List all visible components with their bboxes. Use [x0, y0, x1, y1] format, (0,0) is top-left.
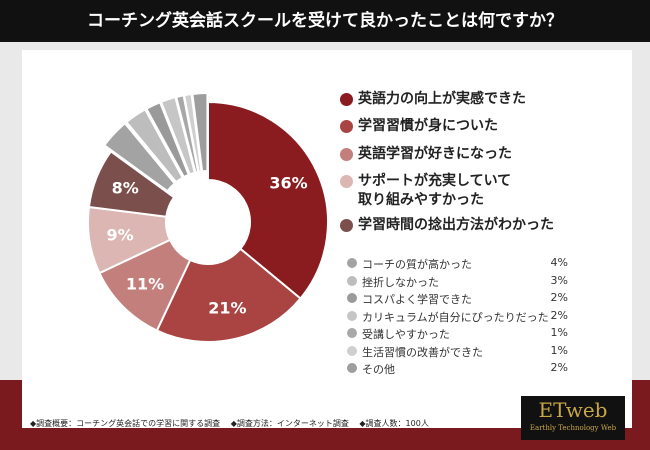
footer-text: ◆調査人数：100人: [359, 419, 429, 428]
legend-marker: [347, 345, 357, 356]
donut-segment: [144, 100, 191, 179]
logo: ETweb Earthly Technology Web: [521, 396, 625, 440]
legend-item: その他 2%: [347, 361, 568, 377]
data-label: 9%: [107, 225, 134, 244]
legend-label: コーチの質が高かった: [362, 258, 472, 271]
legend-item: 英語学習が好きになった: [340, 145, 512, 164]
footer: ◆調査概要：コーチング英会話での学習に関する調査 ◆調査方法：インターネット調査…: [30, 418, 437, 429]
footer-text: ◆調査方法：インターネット調査: [230, 419, 349, 428]
legend-item: コスパよく学習できた 2%: [347, 291, 568, 307]
data-label: 8%: [112, 179, 139, 198]
legend-label: 挫折しなかった: [362, 275, 439, 289]
legend-marker: [340, 120, 353, 133]
legend-marker: [347, 328, 357, 338]
legend-label: 生活習慣の改善ができた: [362, 345, 483, 359]
donut-segment: [102, 121, 177, 193]
legend-label: コスパよく学習できた: [362, 293, 472, 306]
legend-marker: [340, 219, 353, 232]
footer-text: ◆調査概要：コーチング英会話での学習に関する調査: [30, 419, 221, 428]
legend-item: 受講しやすかった 1%: [347, 326, 568, 342]
logo-subtitle: Earthly Technology Web: [529, 424, 617, 432]
donut-segment: [207, 100, 329, 300]
legend-value: 3%: [550, 273, 568, 287]
legend-value: 2%: [550, 361, 568, 374]
legend-marker: [347, 310, 357, 321]
legend-marker: [347, 275, 357, 286]
data-label: 21%: [208, 298, 246, 317]
legend-item: 英語力の向上が実感できた: [340, 90, 526, 109]
data-label: 36%: [269, 174, 307, 193]
legend-item: 学習習慣が身についた: [340, 117, 498, 136]
data-label: 11%: [126, 274, 164, 293]
legend-item: 生活習慣の改善ができた 1%: [347, 343, 568, 360]
donut-segment: [155, 247, 302, 343]
legend-label: カリキュラムが自分にぴったりだった: [362, 310, 549, 324]
legend-item: 学習時間の捻出方法がわかった: [340, 216, 554, 235]
legend-item: カリキュラムが自分にぴったりだった 2%: [347, 308, 568, 325]
legend-marker: [347, 293, 357, 303]
legend-item: サポートが充実していて 取り組みやすかった: [340, 172, 511, 210]
legend-label: その他: [362, 363, 395, 376]
donut-segment: [125, 108, 185, 184]
logo-title: ETweb: [538, 398, 608, 422]
legend-item: 挫折しなかった 3%: [347, 273, 568, 290]
legend-marker: [340, 148, 353, 161]
donut-segment: [191, 92, 209, 173]
legend-item: コーチの質が高かった 4%: [347, 256, 568, 272]
legend-marker: [347, 258, 357, 268]
legend-value: 1%: [550, 326, 568, 339]
legend-marker: [340, 93, 353, 106]
legend-value: 4%: [550, 256, 568, 269]
legend-label: 受講しやすかった: [362, 328, 450, 341]
legend-value: 2%: [550, 291, 568, 304]
legend-value: 2%: [550, 308, 568, 322]
donut-segment: [87, 150, 176, 218]
legend-marker: [340, 175, 353, 188]
legend-marker: [347, 363, 357, 373]
chart-title: コーチング英会話スクールを受けて良かったことは何ですか？: [0, 0, 650, 42]
legend-value: 1%: [550, 343, 568, 357]
